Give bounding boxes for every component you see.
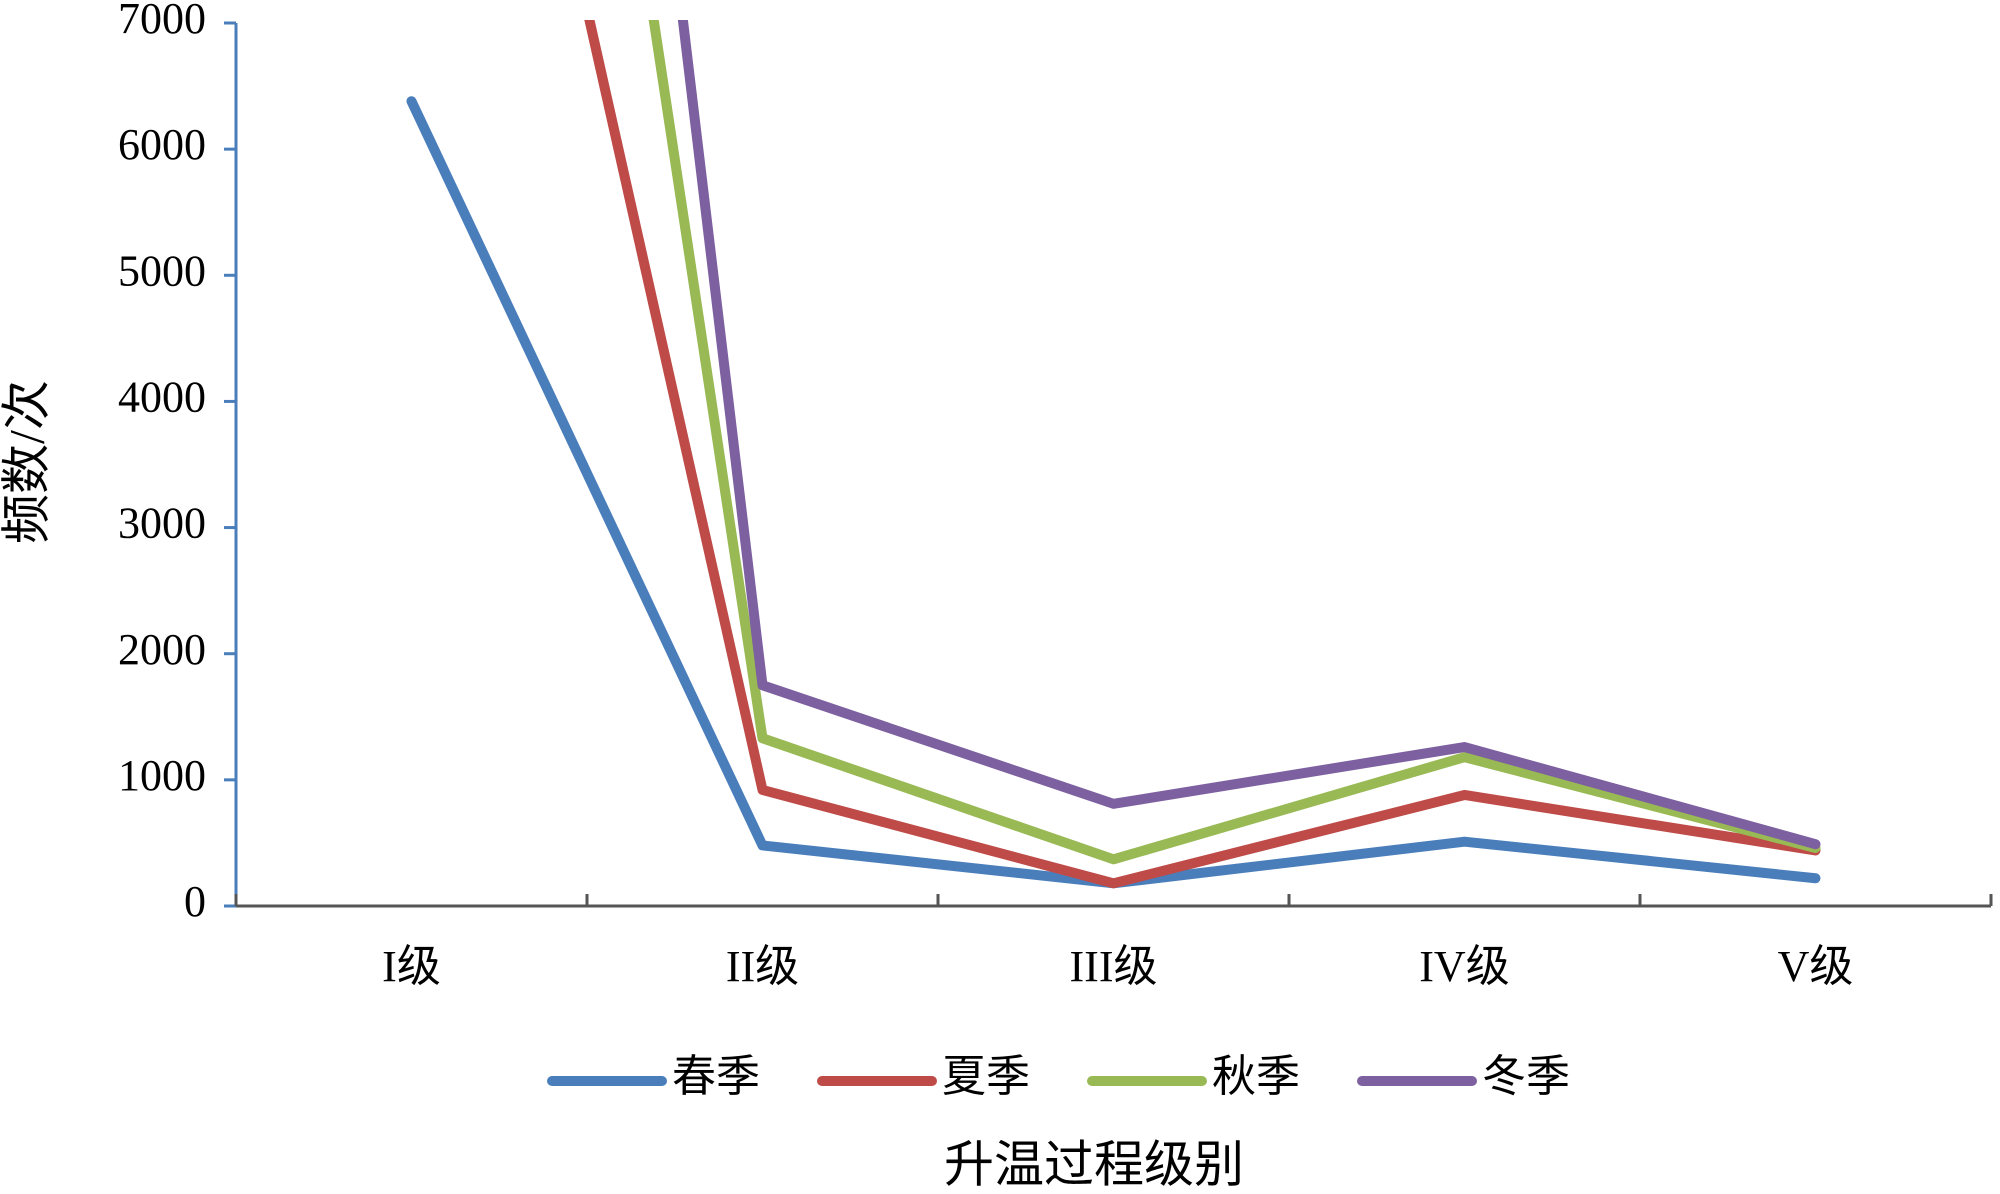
legend-label: 夏季 bbox=[942, 1052, 1030, 1101]
y-tick-label: 3000 bbox=[118, 499, 206, 548]
x-axis-title: 升温过程级别 bbox=[944, 1136, 1244, 1192]
series-line bbox=[584, 20, 1821, 889]
legend-label: 春季 bbox=[672, 1052, 760, 1101]
y-tick-label: 4000 bbox=[118, 373, 206, 422]
series-line bbox=[648, 20, 1821, 865]
legend-label: 冬季 bbox=[1482, 1052, 1570, 1101]
series-line bbox=[677, 20, 1821, 850]
x-tick-label: II级 bbox=[726, 942, 799, 991]
y-tick-label: 0 bbox=[184, 877, 206, 926]
y-tick-label: 5000 bbox=[118, 246, 206, 295]
x-tick-label: I级 bbox=[382, 942, 441, 991]
y-tick-label: 6000 bbox=[118, 120, 206, 169]
y-tick-label: 2000 bbox=[118, 625, 206, 674]
y-axis-title: 频数/次 bbox=[0, 380, 54, 544]
x-tick-label: III级 bbox=[1070, 942, 1158, 991]
legend-label: 秋季 bbox=[1212, 1052, 1300, 1101]
series-line bbox=[406, 96, 1821, 889]
y-tick-label: 1000 bbox=[118, 751, 206, 800]
plot-area bbox=[406, 20, 1821, 889]
x-tick-label: IV级 bbox=[1419, 942, 1509, 991]
x-tick-label: V级 bbox=[1778, 942, 1854, 991]
y-tick-label: 7000 bbox=[118, 0, 206, 43]
